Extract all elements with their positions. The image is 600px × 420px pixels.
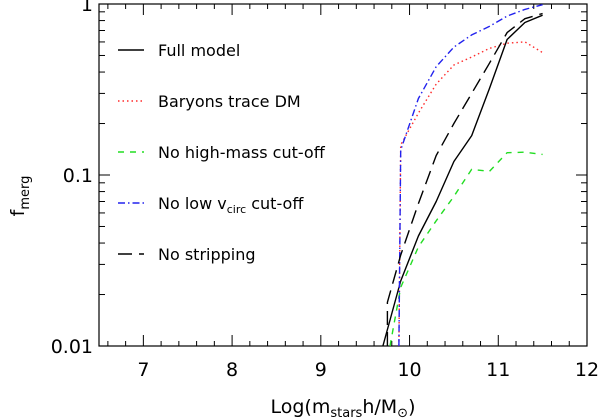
series-line: [382, 14, 543, 347]
legend-label: Baryons trace DM: [158, 92, 301, 111]
x-tick-label: 7: [137, 359, 149, 381]
x-axis-title-suffix: ): [408, 396, 415, 418]
y-axis-title: fmerg: [7, 176, 33, 217]
x-axis-title-prefix: Log(m: [271, 396, 331, 418]
y-tick-label: 0.01: [51, 336, 93, 358]
legend-label: No high-mass cut-off: [158, 143, 326, 162]
series-line: [389, 151, 543, 347]
x-axis-title-sun: ⊙: [397, 406, 408, 420]
y-tick-label: 0.1: [63, 165, 93, 187]
series-line: [386, 12, 543, 346]
x-axis-title: Log(mstarsh/M⊙): [271, 396, 416, 420]
axis-ticks: [99, 4, 588, 347]
y-axis-title-main: f: [7, 208, 29, 216]
series-line: [398, 4, 543, 347]
x-axis-title-middle: h/M: [362, 396, 397, 418]
y-axis-title-sub: merg: [18, 176, 33, 210]
series-lines: [382, 4, 543, 347]
x-tick-label: 8: [226, 359, 238, 381]
legend: Full model Baryons trace DM No high-mass c…: [118, 41, 326, 264]
axis-tick-labels: 7 8 9 10 11 12 0.01 0.1 1: [51, 0, 599, 381]
legend-label: No stripping: [158, 245, 256, 264]
series-line: [398, 41, 543, 347]
x-tick-label: 12: [575, 359, 599, 381]
x-tick-label: 9: [315, 359, 327, 381]
legend-label: No low vcirc cut-off: [158, 194, 304, 216]
y-tick-label: 1: [81, 0, 93, 16]
legend-label: Full model: [158, 41, 240, 60]
x-axis-title-sub: stars: [330, 406, 362, 420]
x-tick-label: 10: [397, 359, 421, 381]
x-tick-label: 11: [486, 359, 510, 381]
